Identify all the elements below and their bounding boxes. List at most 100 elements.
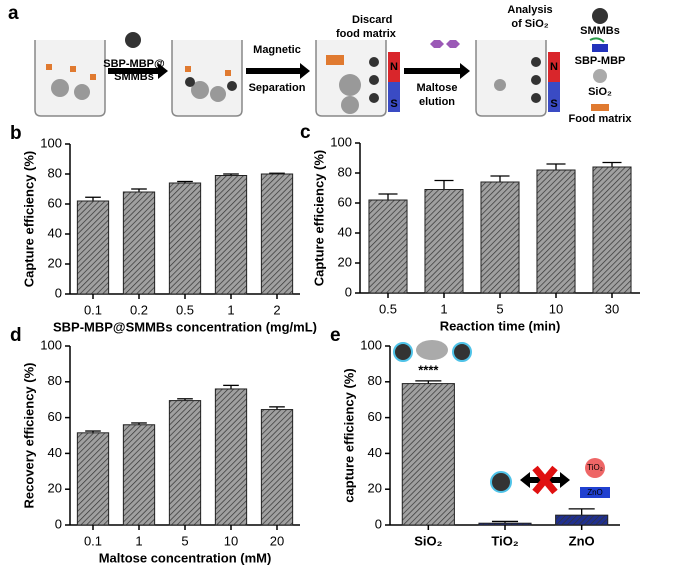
food [90,74,96,80]
x-tick-label: 0.5 [379,301,397,316]
bar [424,189,464,294]
label: of SiO₂ [511,18,548,30]
icon-bead [490,471,512,493]
y-tick-label: 80 [368,373,382,388]
legend-label: SMMBs [580,25,620,37]
bead [531,93,541,103]
label: S [390,98,397,110]
panel-letter: e [330,325,341,346]
bar [536,169,576,294]
sio2 [51,79,69,97]
icon-bead [393,342,413,362]
x-tick-label: SiO₂ [414,533,442,548]
x-tick-label: 1 [440,301,447,316]
maltose [430,40,444,48]
panel-letter: a [8,3,19,24]
y-tick-label: 40 [48,225,62,240]
food [185,66,191,72]
sio2 [74,84,90,100]
y-tick-label: 0 [345,284,352,299]
y-axis-label: Capture efficiency (%) [311,150,326,287]
bar [592,166,632,294]
legend-sbp [589,37,605,43]
bead [531,57,541,67]
x-tick-label: 20 [270,533,284,548]
bar [168,182,202,295]
icon-cross [532,465,558,495]
arrow [404,63,470,79]
x-tick-label: 0.1 [84,533,102,548]
bar [260,173,294,295]
magnet-n [388,52,400,82]
y-tick-label: 40 [48,445,62,460]
legend-label: SBP-MBP [575,55,626,67]
y-tick-label: 20 [368,481,382,496]
label: elution [419,96,455,108]
x-tick-label: 1 [135,533,142,548]
bead [369,75,379,85]
y-tick-label: 20 [48,481,62,496]
label: food matrix [336,28,397,40]
label: Analysis [507,4,552,16]
y-tick-label: 100 [40,135,62,150]
y-tick-label: 40 [368,445,382,460]
legend-mbp [592,44,608,52]
maltose [446,40,460,48]
bead [531,75,541,85]
bar [122,191,156,295]
x-axis-label: Maltose concentration (mM) [99,550,272,565]
y-tick-label: 100 [330,134,352,149]
label: Discard [352,14,392,26]
sio2 [494,79,506,91]
y-tick-label: 100 [360,337,382,352]
food [46,64,52,70]
y-axis-label: capture efficiency (%) [341,368,356,502]
panel-letter: c [300,122,311,143]
schematic: a SBP-MBP@ SMMBs Magnetic Separation Dis… [8,3,632,125]
y-tick-label: 40 [338,224,352,239]
magnet-n [548,52,560,82]
y-tick-label: 80 [338,164,352,179]
beaker [475,40,547,117]
y-tick-label: 80 [48,373,62,388]
bar [480,181,520,294]
legend-bead [592,8,608,24]
y-tick-label: 60 [48,409,62,424]
bar [76,432,110,526]
y-tick-label: 60 [368,409,382,424]
bead [125,32,141,48]
x-axis-label: Reaction time (min) [440,318,561,333]
x-tick-label: ZnO [569,533,595,548]
y-tick-label: 100 [40,337,62,352]
icon-label: TiO₂ [587,463,603,472]
legend-label: SiO₂ [588,86,612,98]
x-tick-label: 0.5 [176,302,194,317]
bead [227,81,237,91]
beaker [171,40,243,117]
bar [368,199,408,294]
bar [260,409,294,526]
bar [214,175,248,295]
bar [168,400,202,526]
label: SBP-MBP@ [103,58,165,70]
label: S [550,98,557,110]
x-tick-label: 0.1 [84,302,102,317]
legend-label: Food matrix [569,113,633,125]
label: Maltose [417,82,458,94]
bar [401,383,455,526]
y-tick-label: 20 [338,254,352,269]
bar [214,388,248,526]
panel-letter: d [10,325,22,346]
panel-letter: b [10,123,22,144]
food [326,55,344,65]
magnet-s [388,82,400,112]
label: Magnetic [253,44,301,56]
food [225,70,231,76]
icon-zno [580,487,610,498]
sio2 [339,74,361,96]
arrow [246,63,310,79]
food [70,66,76,72]
bead [369,57,379,67]
bead [185,77,195,87]
label: N [390,61,398,73]
